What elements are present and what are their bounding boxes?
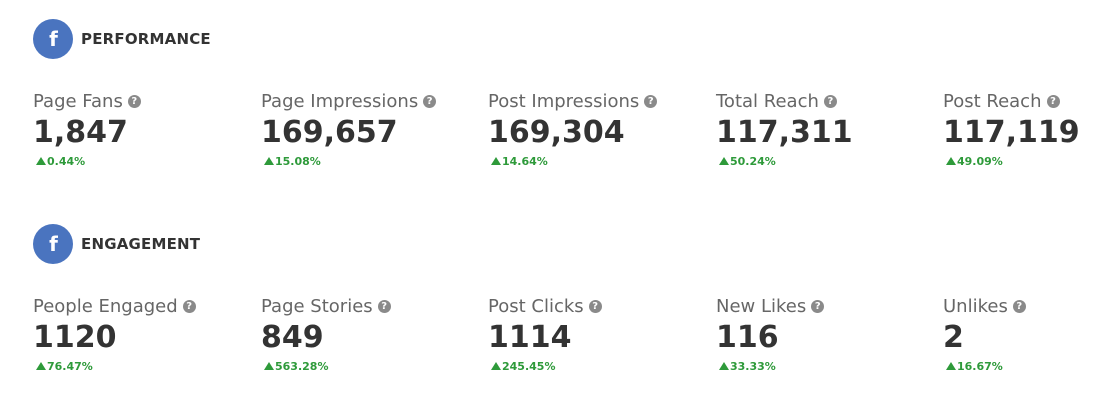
metric-label: Unlikes <box>943 295 1008 317</box>
metric-post-clicks: Post Clicks ? 1114 245.45% <box>488 295 708 374</box>
metric-change: 50.24% <box>716 153 936 169</box>
trend-up-icon <box>36 157 46 165</box>
metric-change: 14.64% <box>488 153 708 169</box>
facebook-glyph: f <box>49 27 58 51</box>
metric-value: 1,847 <box>33 115 128 150</box>
metric-label: Page Impressions <box>261 90 419 112</box>
metric-total-reach: Total Reach ? 117,311 50.24% <box>716 90 936 169</box>
metric-label: Page Fans <box>33 90 123 112</box>
change-value: 15.08% <box>275 154 321 168</box>
metric-page-fans: Page Fans ? 1,847 0.44% <box>33 90 253 169</box>
help-icon[interactable]: ? <box>377 299 391 313</box>
help-icon[interactable]: ? <box>1012 299 1026 313</box>
metric-change: 16.67% <box>943 358 1093 374</box>
engagement-metrics: People Engaged ? 1120 76.47% Page Storie… <box>0 295 1097 385</box>
help-icon[interactable]: ? <box>423 94 437 108</box>
trend-up-icon <box>491 362 501 370</box>
trend-up-icon <box>491 157 501 165</box>
metric-value: 169,304 <box>488 115 625 150</box>
change-value: 49.09% <box>957 154 1003 168</box>
metric-label: People Engaged <box>33 295 178 317</box>
change-value: 50.24% <box>730 154 776 168</box>
metric-unlikes: Unlikes ? 2 16.67% <box>943 295 1093 374</box>
trend-up-icon <box>946 157 956 165</box>
metric-label: Post Impressions <box>488 90 640 112</box>
metric-label: Post Clicks <box>488 295 584 317</box>
metric-change: 76.47% <box>33 358 253 374</box>
metric-value: 1120 <box>33 320 117 355</box>
metric-label: Page Stories <box>261 295 373 317</box>
facebook-glyph: f <box>49 232 58 256</box>
section-title-performance: PERFORMANCE <box>81 30 211 48</box>
trend-up-icon <box>264 157 274 165</box>
section-title-engagement: ENGAGEMENT <box>81 235 201 253</box>
change-value: 245.45% <box>502 359 556 373</box>
metric-value: 2 <box>943 320 964 355</box>
metric-change: 563.28% <box>261 358 481 374</box>
facebook-icon: f <box>33 19 73 59</box>
metric-value: 117,119 <box>943 115 1080 150</box>
metric-change: 49.09% <box>943 153 1093 169</box>
metric-value: 117,311 <box>716 115 853 150</box>
metric-change: 15.08% <box>261 153 481 169</box>
help-icon[interactable]: ? <box>182 299 196 313</box>
metric-page-impressions: Page Impressions ? 169,657 15.08% <box>261 90 481 169</box>
performance-header: f PERFORMANCE <box>33 18 211 60</box>
help-icon[interactable]: ? <box>811 299 825 313</box>
metric-people-engaged: People Engaged ? 1120 76.47% <box>33 295 253 374</box>
metric-value: 169,657 <box>261 115 398 150</box>
change-value: 563.28% <box>275 359 329 373</box>
metric-change: 245.45% <box>488 358 708 374</box>
metric-value: 1114 <box>488 320 572 355</box>
metric-change: 33.33% <box>716 358 936 374</box>
metric-post-impressions: Post Impressions ? 169,304 14.64% <box>488 90 708 169</box>
performance-metrics: Page Fans ? 1,847 0.44% Page Impressions… <box>0 90 1097 180</box>
metric-label: Total Reach <box>716 90 819 112</box>
trend-up-icon <box>264 362 274 370</box>
help-icon[interactable]: ? <box>644 94 658 108</box>
metric-change: 0.44% <box>33 153 253 169</box>
trend-up-icon <box>719 157 729 165</box>
trend-up-icon <box>36 362 46 370</box>
metric-new-likes: New Likes ? 116 33.33% <box>716 295 936 374</box>
metric-page-stories: Page Stories ? 849 563.28% <box>261 295 481 374</box>
help-icon[interactable]: ? <box>127 94 141 108</box>
metric-label: New Likes <box>716 295 807 317</box>
metric-label: Post Reach <box>943 90 1042 112</box>
trend-up-icon <box>719 362 729 370</box>
metric-value: 116 <box>716 320 779 355</box>
change-value: 16.67% <box>957 359 1003 373</box>
change-value: 14.64% <box>502 154 548 168</box>
trend-up-icon <box>946 362 956 370</box>
change-value: 33.33% <box>730 359 776 373</box>
change-value: 0.44% <box>47 154 86 168</box>
metric-value: 849 <box>261 320 324 355</box>
facebook-icon: f <box>33 224 73 264</box>
metric-post-reach: Post Reach ? 117,119 49.09% <box>943 90 1093 169</box>
engagement-header: f ENGAGEMENT <box>33 223 200 265</box>
change-value: 76.47% <box>47 359 93 373</box>
help-icon[interactable]: ? <box>588 299 602 313</box>
help-icon[interactable]: ? <box>1046 94 1060 108</box>
help-icon[interactable]: ? <box>823 94 837 108</box>
